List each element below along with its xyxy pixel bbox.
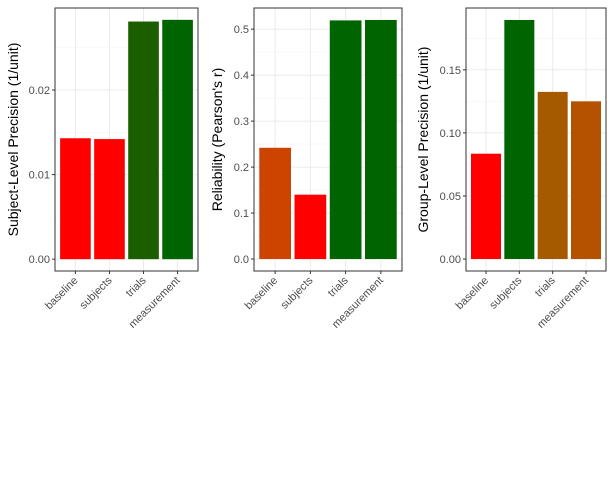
panel-border (253, 7, 403, 272)
y-axis-title: Reliability (Pearson's r) (209, 68, 225, 212)
y-tick-label: 0.15 (440, 65, 461, 77)
bar-baseline (60, 138, 91, 260)
y-tick-label: 0.00 (440, 254, 461, 266)
panel-border (465, 7, 607, 272)
bar-subjects (294, 194, 327, 260)
y-tick-label: 0.1 (234, 208, 249, 220)
bar-baseline (471, 153, 501, 260)
y-axis-title: Subject-Level Precision (1/unit) (5, 43, 21, 237)
bar-measurement (365, 19, 397, 260)
y-tick-label: 0.4 (234, 70, 249, 82)
y-tick-label: 0.0 (234, 254, 249, 266)
bar-subjects (504, 19, 535, 260)
bar-measurement (162, 19, 193, 260)
y-tick-label: 0.10 (440, 128, 461, 140)
bar-trials (537, 91, 568, 260)
y-tick-label: 0.02 (29, 85, 50, 97)
y-tick-label: 0.01 (29, 170, 50, 182)
bar-trials (329, 20, 362, 260)
panel-border (54, 7, 199, 272)
bar-baseline (259, 147, 291, 260)
y-tick-label: 0.2 (234, 162, 249, 174)
bar-trials (128, 21, 159, 260)
bar-measurement (571, 101, 601, 260)
y-tick-label: 0.05 (440, 191, 461, 203)
y-tick-label: 0.00 (29, 254, 50, 266)
y-tick-label: 0.3 (234, 116, 249, 128)
y-axis-title: Group-Level Precision (1/unit) (415, 47, 431, 233)
y-tick-label: 0.5 (234, 24, 249, 36)
bar-subjects (94, 139, 125, 260)
